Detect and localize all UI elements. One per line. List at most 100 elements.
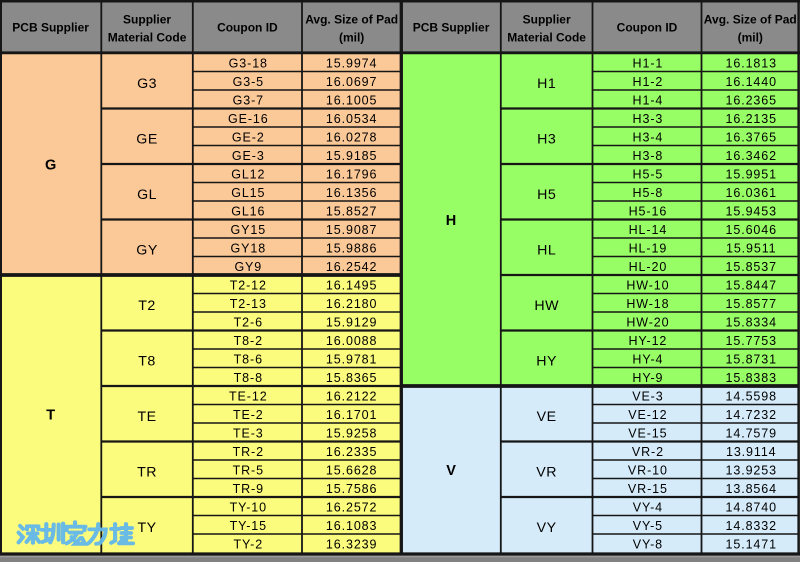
svg-text:15.9511: 15.9511	[726, 242, 777, 256]
svg-text:16.0361: 16.0361	[726, 186, 777, 200]
svg-text:15.9258: 15.9258	[326, 427, 377, 441]
svg-text:(mil): (mil)	[339, 30, 364, 44]
svg-text:TY-2: TY-2	[234, 538, 264, 552]
svg-text:HW-18: HW-18	[626, 297, 669, 311]
svg-text:T8: T8	[138, 353, 156, 369]
svg-text:GE-3: GE-3	[232, 149, 265, 163]
svg-text:15.9185: 15.9185	[326, 149, 377, 163]
svg-text:T8-2: T8-2	[234, 334, 263, 348]
svg-text:H1: H1	[537, 76, 556, 92]
svg-text:HY-4: HY-4	[632, 353, 663, 367]
svg-text:16.1495: 16.1495	[326, 279, 377, 293]
svg-text:15.8334: 15.8334	[726, 316, 777, 330]
svg-text:Supplier: Supplier	[123, 12, 171, 26]
svg-text:T2-6: T2-6	[234, 316, 263, 330]
svg-text:GY: GY	[136, 242, 158, 258]
svg-text:VR-15: VR-15	[628, 482, 668, 496]
svg-text:GL15: GL15	[231, 186, 265, 200]
svg-text:H1-4: H1-4	[633, 94, 664, 108]
svg-text:GL12: GL12	[231, 168, 265, 182]
svg-text:Coupon ID: Coupon ID	[217, 21, 278, 35]
svg-text:H1-1: H1-1	[633, 57, 664, 71]
svg-text:14.7232: 14.7232	[726, 408, 777, 422]
svg-text:GY18: GY18	[231, 242, 267, 256]
svg-text:HL-20: HL-20	[629, 260, 668, 274]
svg-text:T2: T2	[138, 298, 156, 314]
svg-text:H5-8: H5-8	[633, 186, 664, 200]
svg-text:TE-2: TE-2	[233, 408, 264, 422]
svg-text:G: G	[45, 158, 56, 174]
svg-text:15.9781: 15.9781	[326, 353, 377, 367]
svg-text:16.0088: 16.0088	[326, 334, 377, 348]
svg-text:TR: TR	[137, 464, 157, 480]
svg-text:T2-13: T2-13	[230, 297, 267, 311]
svg-text:15.9886: 15.9886	[326, 242, 377, 256]
svg-text:16.0278: 16.0278	[326, 131, 377, 145]
svg-text:16.1356: 16.1356	[326, 186, 377, 200]
svg-text:H3-8: H3-8	[633, 149, 664, 163]
svg-text:15.8383: 15.8383	[726, 371, 777, 385]
svg-text:16.2572: 16.2572	[326, 501, 377, 515]
svg-text:H3-4: H3-4	[633, 131, 664, 145]
svg-text:16.2122: 16.2122	[326, 390, 377, 404]
svg-text:16.1440: 16.1440	[726, 75, 777, 89]
svg-text:16.2365: 16.2365	[726, 94, 777, 108]
svg-text:Supplier: Supplier	[523, 12, 571, 26]
svg-text:TY-15: TY-15	[230, 519, 267, 533]
svg-text:14.8332: 14.8332	[726, 519, 777, 533]
svg-text:13.9253: 13.9253	[726, 464, 777, 478]
svg-text:16.2135: 16.2135	[726, 112, 777, 126]
svg-text:HL-19: HL-19	[629, 242, 668, 256]
svg-text:16.3462: 16.3462	[726, 149, 777, 163]
svg-text:TE-3: TE-3	[233, 427, 264, 441]
svg-text:15.9129: 15.9129	[326, 316, 377, 330]
svg-text:15.9087: 15.9087	[326, 223, 377, 237]
svg-text:T8-6: T8-6	[234, 353, 263, 367]
svg-text:GE-2: GE-2	[232, 131, 265, 145]
svg-text:VR-10: VR-10	[628, 464, 668, 478]
svg-text:16.1701: 16.1701	[326, 408, 377, 422]
svg-text:15.9453: 15.9453	[726, 205, 777, 219]
svg-text:GY15: GY15	[231, 223, 267, 237]
svg-text:15.8365: 15.8365	[326, 371, 377, 385]
svg-text:15.8527: 15.8527	[326, 205, 377, 219]
svg-text:VE: VE	[537, 409, 557, 425]
svg-text:T: T	[46, 407, 55, 423]
svg-text:VY-4: VY-4	[633, 501, 663, 515]
svg-text:PCB Supplier: PCB Supplier	[413, 21, 490, 35]
svg-text:14.7579: 14.7579	[726, 427, 777, 441]
svg-text:16.1813: 16.1813	[726, 57, 777, 71]
svg-text:16.0697: 16.0697	[326, 75, 377, 89]
svg-text:GE: GE	[136, 131, 158, 147]
svg-text:H5-5: H5-5	[633, 168, 664, 182]
svg-text:GE-16: GE-16	[228, 112, 269, 126]
svg-text:16.1796: 16.1796	[326, 168, 377, 182]
svg-text:15.6046: 15.6046	[726, 223, 777, 237]
svg-text:15.8731: 15.8731	[726, 353, 777, 367]
svg-text:H: H	[446, 213, 456, 229]
svg-text:HW: HW	[534, 298, 559, 314]
svg-text:T8-8: T8-8	[234, 371, 263, 385]
svg-text:(mil): (mil)	[738, 30, 763, 44]
svg-text:HW-20: HW-20	[626, 316, 669, 330]
svg-text:HL-14: HL-14	[629, 223, 668, 237]
svg-text:VE-3: VE-3	[632, 390, 663, 404]
svg-text:TY: TY	[137, 520, 156, 536]
svg-text:VR: VR	[536, 464, 557, 480]
svg-text:Material Code: Material Code	[108, 30, 187, 44]
svg-text:15.8447: 15.8447	[726, 279, 777, 293]
svg-text:14.5598: 14.5598	[726, 390, 777, 404]
svg-text:GL: GL	[137, 187, 157, 203]
svg-text:TY-10: TY-10	[230, 501, 267, 515]
svg-text:VY-5: VY-5	[633, 519, 663, 533]
svg-text:G3: G3	[137, 76, 157, 92]
svg-text:H3-3: H3-3	[633, 112, 664, 126]
svg-text:HY-12: HY-12	[629, 334, 668, 348]
svg-text:VR-2: VR-2	[632, 445, 664, 459]
svg-text:Coupon ID: Coupon ID	[617, 21, 678, 35]
svg-text:15.8577: 15.8577	[726, 297, 777, 311]
svg-text:TE-12: TE-12	[229, 390, 268, 404]
svg-text:Avg. Size of Pad: Avg. Size of Pad	[704, 12, 797, 26]
svg-text:15.9974: 15.9974	[326, 57, 377, 71]
svg-text:16.0534: 16.0534	[326, 112, 377, 126]
